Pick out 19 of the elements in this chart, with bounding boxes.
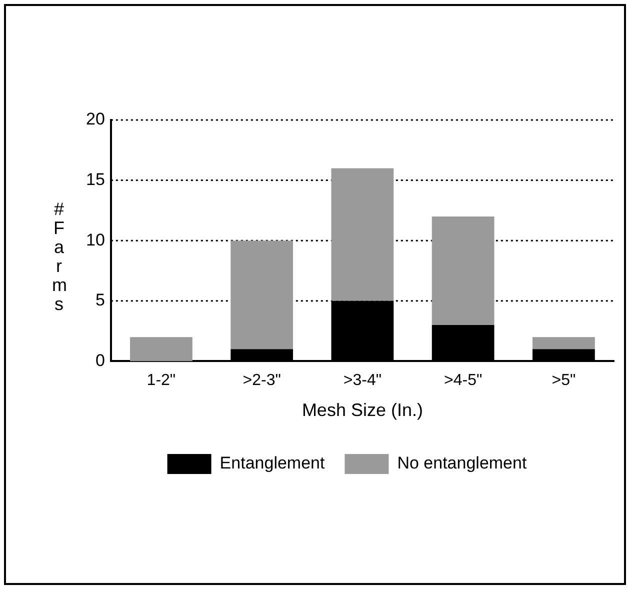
y-tick-label: 15 (86, 170, 105, 189)
y-tick-label: 5 (95, 290, 105, 310)
x-tick-label: >4-5" (444, 372, 482, 390)
bar (432, 216, 494, 326)
x-tick-label: 1-2" (146, 372, 176, 390)
y-tick-label: 20 (86, 110, 105, 129)
x-tick-label: >5" (552, 372, 576, 390)
bar (532, 337, 595, 350)
legend-label: No entanglement (397, 454, 527, 473)
y-tick-label: 0 (95, 350, 105, 370)
bar (130, 337, 192, 362)
bar (331, 168, 394, 301)
x-tick-label: >2-3" (242, 372, 281, 390)
x-axis-title: Mesh Size (In.) (302, 400, 423, 420)
legend-label: Entanglement (220, 454, 325, 473)
y-tick-label: 10 (86, 230, 105, 250)
y-axis-title: # Farms (52, 199, 67, 314)
x-tick-label: >3-4" (343, 372, 382, 390)
bar (230, 240, 294, 350)
